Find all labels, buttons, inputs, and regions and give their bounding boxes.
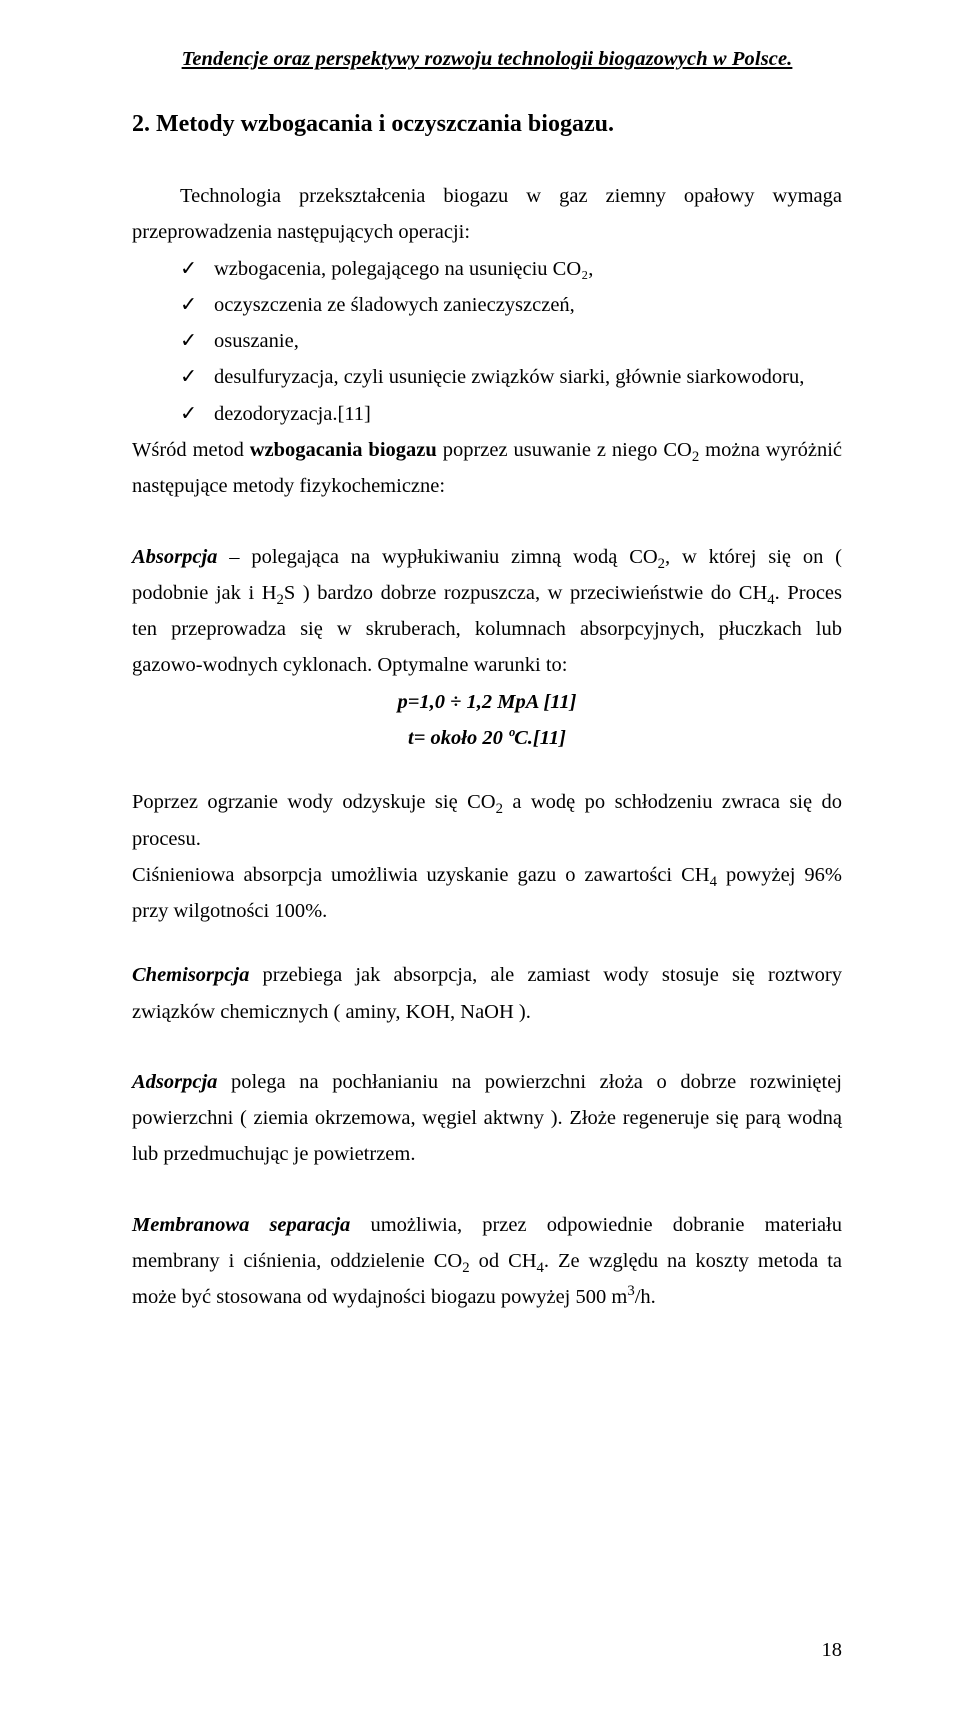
list-item: ✓ wzbogacenia, polegającego na usunięciu … — [180, 251, 842, 287]
subscript: 4 — [537, 1260, 544, 1276]
subscript: 2 — [496, 801, 503, 817]
superscript: 3 — [627, 1283, 634, 1299]
list-item: ✓ oczyszczenia ze śladowych zanieczyszcze… — [180, 287, 842, 323]
check-icon: ✓ — [180, 396, 197, 432]
section-heading: 2. Metody wzbogacania i oczyszczania bio… — [132, 111, 842, 138]
text-fragment: poprzez usuwanie z niego CO — [437, 439, 692, 461]
check-icon: ✓ — [180, 251, 197, 287]
membrane-paragraph: Membranowa separacja umożliwia, przez od… — [132, 1207, 842, 1316]
text-fragment: Wśród metod — [132, 439, 250, 461]
list-item-text: wzbogacenia, polegającego na usunięciu C… — [214, 258, 593, 280]
intro-paragraph: Technologia przekształcenia biogazu w ga… — [132, 178, 842, 251]
operation-list: ✓ wzbogacenia, polegającego na usunięciu … — [132, 251, 842, 432]
adsorption-paragraph: Adsorpcja polega na pochłanianiu na powi… — [132, 1064, 842, 1173]
check-icon: ✓ — [180, 323, 197, 359]
equation-pressure: p=1,0 ÷ 1,2 MpA [11] — [132, 684, 842, 720]
document-page: Tendencje oraz perspektywy rozwoju techn… — [0, 0, 960, 1722]
cooling-paragraph: Poprzez ogrzanie wody odzyskuje się CO2 … — [132, 784, 842, 857]
bold-term: wzbogacania biogazu — [250, 439, 437, 461]
method-name: Absorpcja — [132, 546, 217, 568]
list-item-text: osuszanie, — [214, 330, 299, 352]
page-number: 18 — [822, 1639, 843, 1662]
subscript: 2 — [658, 556, 665, 572]
absorption-paragraph: Absorpcja – polegająca na wypłukiwaniu z… — [132, 539, 842, 684]
subscript: 4 — [767, 592, 774, 608]
text-fragment: Poprzez ogrzanie wody odzyskuje się CO — [132, 791, 496, 813]
pressure-paragraph: Ciśnieniowa absorpcja umożliwia uzyskani… — [132, 857, 842, 930]
list-item-text: desulfuryzacja, czyli usunięcie związków… — [214, 366, 804, 388]
text-fragment: /h. — [635, 1286, 656, 1308]
list-item: ✓ dezodoryzacja.[11] — [180, 396, 842, 432]
list-item-text: oczyszczenia ze śladowych zanieczyszczeń… — [214, 294, 575, 316]
method-name: Adsorpcja — [132, 1071, 217, 1093]
check-icon: ✓ — [180, 359, 197, 395]
text-fragment: od CH — [470, 1250, 537, 1272]
list-item-text: dezodoryzacja.[11] — [214, 403, 371, 425]
methods-intro: Wśród metod wzbogacania biogazu poprzez … — [132, 432, 842, 505]
subscript: 2 — [462, 1260, 469, 1276]
text-fragment: polega na pochłanianiu na powierzchni zł… — [132, 1071, 842, 1166]
check-icon: ✓ — [180, 287, 197, 323]
list-item: ✓ desulfuryzacja, czyli usunięcie związkó… — [180, 359, 842, 395]
equation-temperature: t= około 20 ºC.[11] — [132, 720, 842, 756]
method-name: Chemisorpcja — [132, 964, 249, 986]
text-fragment: Ciśnieniowa absorpcja umożliwia uzyskani… — [132, 864, 710, 886]
list-item: ✓ osuszanie, — [180, 323, 842, 359]
chemisorption-paragraph: Chemisorpcja przebiega jak absorpcja, al… — [132, 957, 842, 1030]
running-title: Tendencje oraz perspektywy rozwoju techn… — [132, 48, 842, 71]
text-fragment: – polegająca na wypłukiwaniu zimną wodą … — [217, 546, 657, 568]
text-fragment: S ) bardzo dobrze rozpuszcza, w przeciwi… — [284, 582, 767, 604]
subscript: 2 — [277, 592, 284, 608]
subscript: 4 — [710, 874, 717, 890]
method-name: Membranowa separacja — [132, 1214, 350, 1236]
